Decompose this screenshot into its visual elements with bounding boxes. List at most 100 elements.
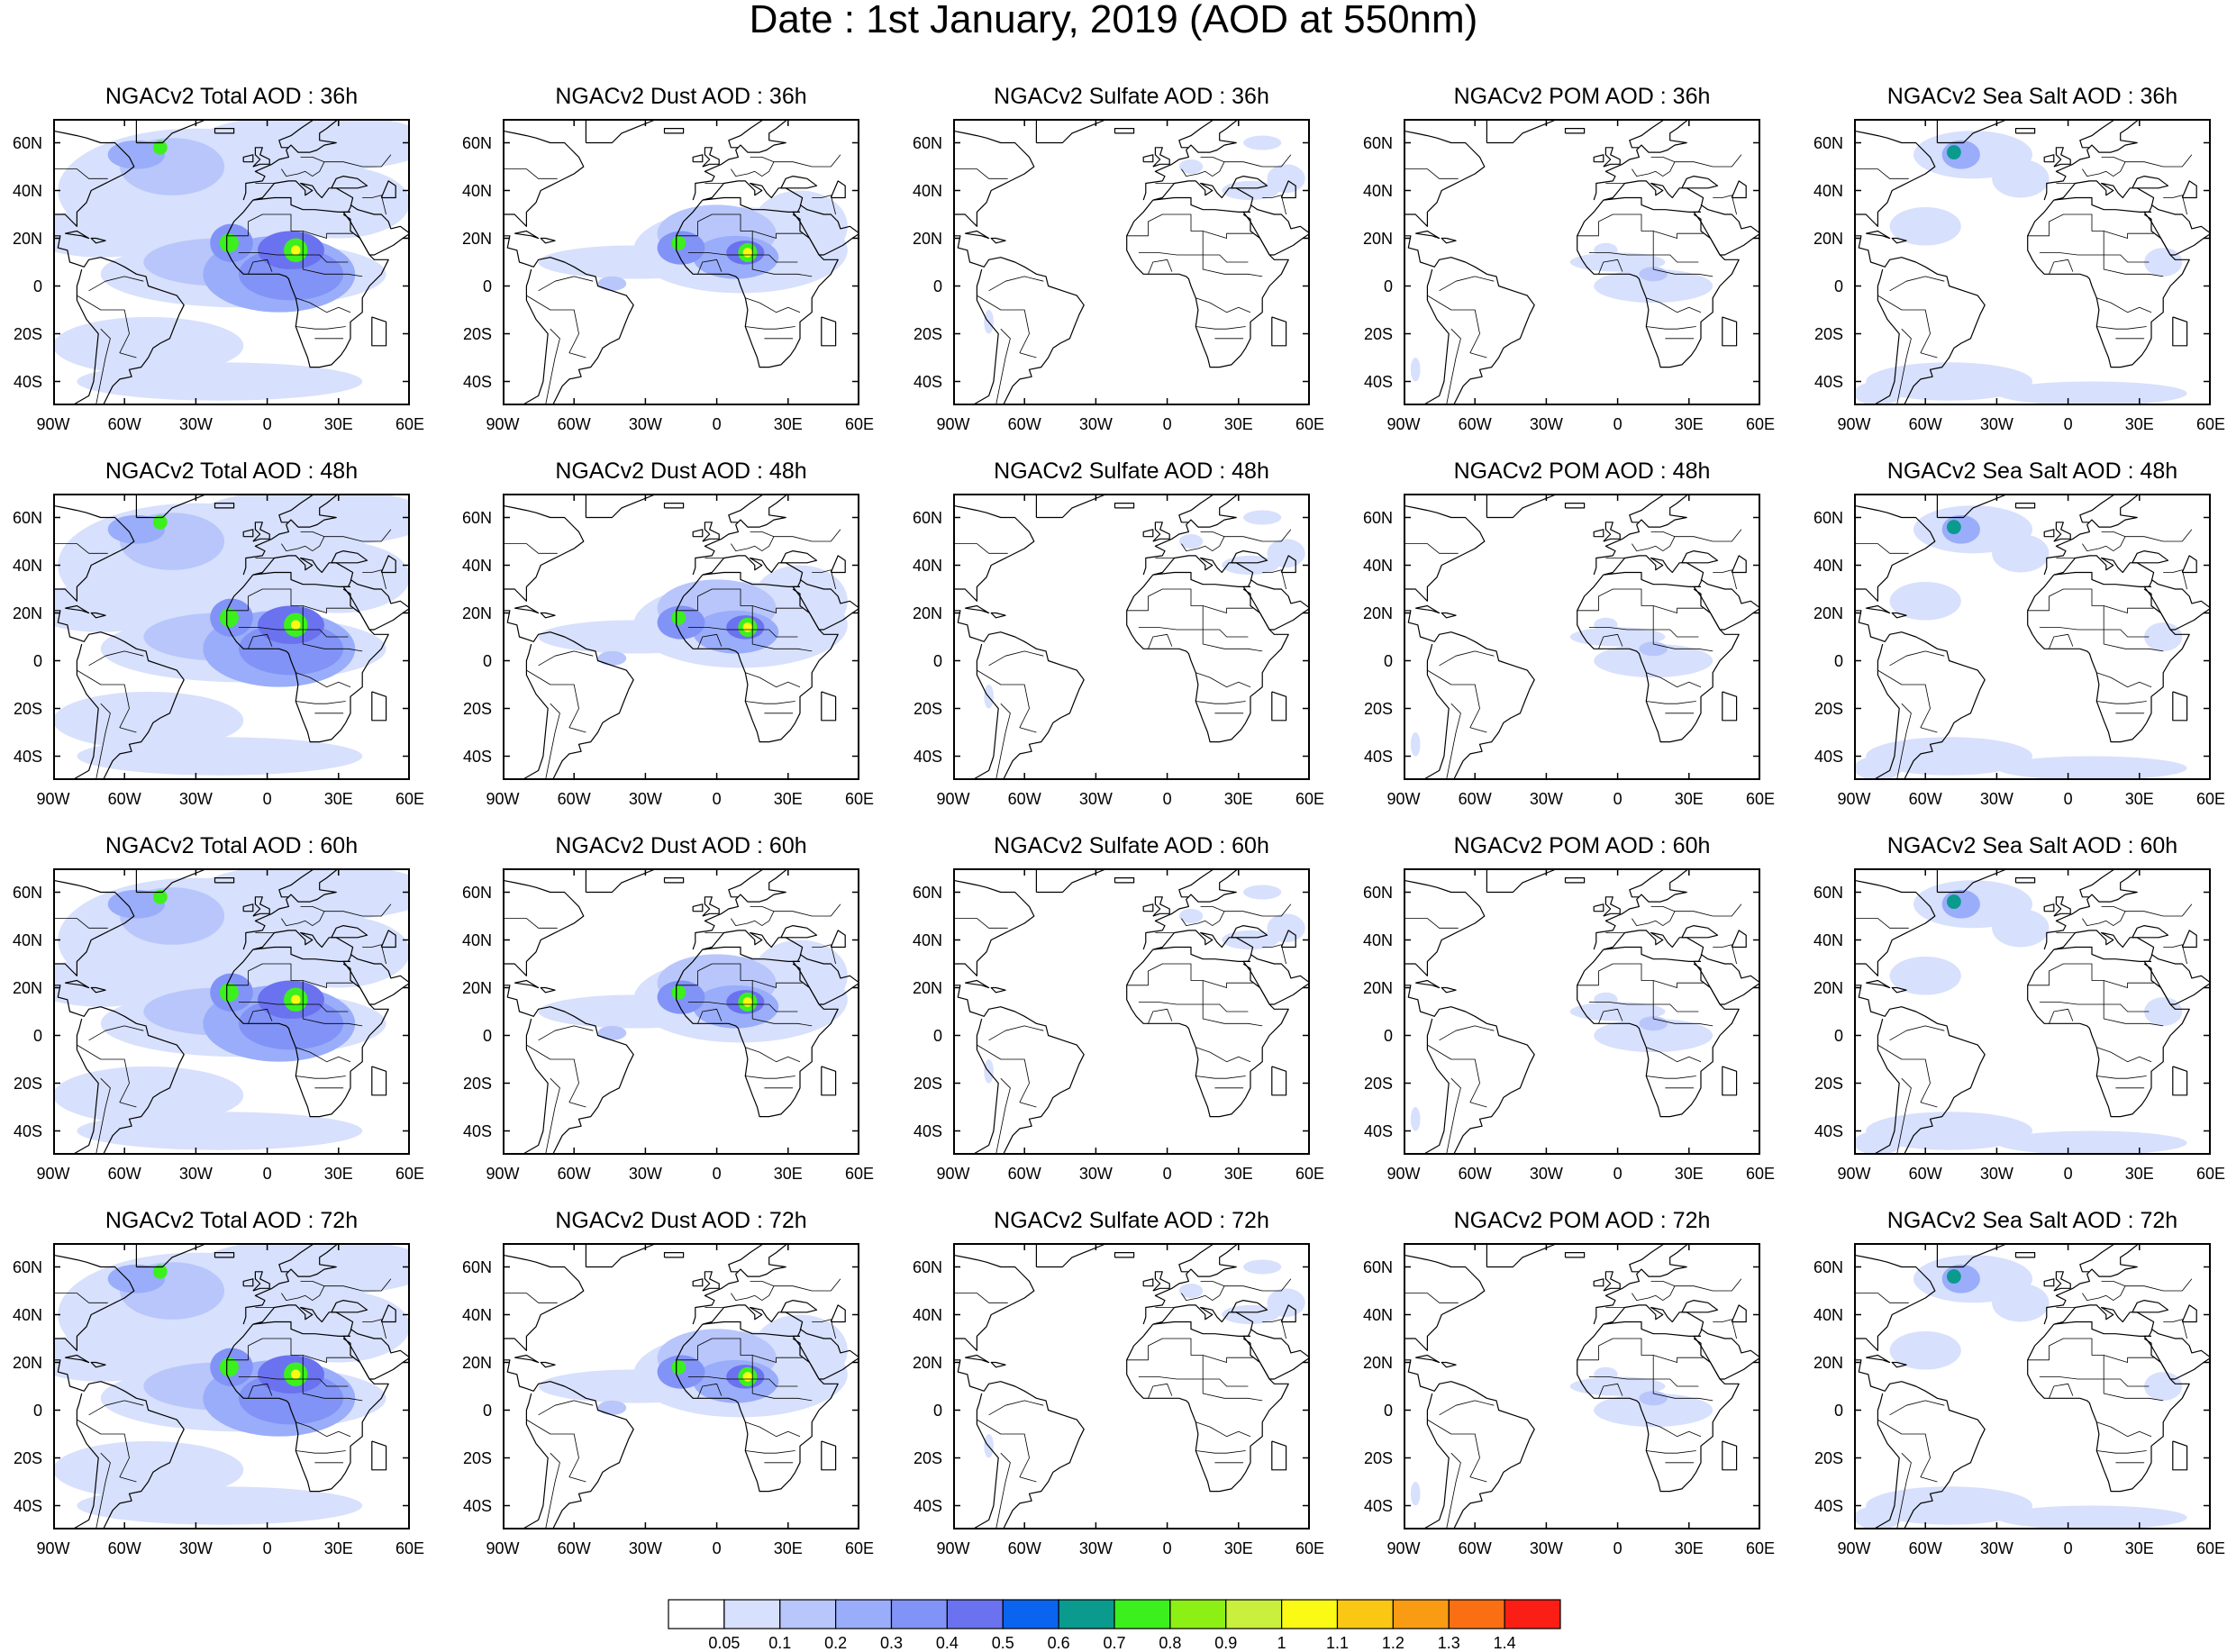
aod-field-region	[1243, 510, 1282, 525]
lat-tick-label: 40S	[1363, 1121, 1393, 1140]
coastline	[1577, 1323, 1740, 1493]
country-border	[1439, 276, 1495, 292]
aod-map-panel	[1854, 494, 2211, 780]
country-border	[2049, 259, 2074, 275]
country-border	[745, 1047, 801, 1063]
coastline	[226, 199, 389, 368]
lat-tick-label: 20S	[913, 699, 942, 718]
lat-tick-label: 0	[32, 1401, 42, 1420]
lat-tick-label: 40N	[912, 556, 942, 575]
country-border	[2027, 588, 2154, 613]
lon-tick-label: 30E	[2124, 1539, 2154, 1557]
lat-tick-label: 40N	[1813, 556, 1843, 575]
coastline	[2014, 877, 2036, 884]
country-border	[545, 1077, 560, 1155]
lon-tick-label: 30E	[1674, 1539, 1704, 1557]
coastline	[676, 1323, 839, 1493]
aod-field-region	[1889, 582, 1961, 621]
coastline	[1936, 494, 2010, 519]
lon-tick-label: 30W	[1529, 1165, 1563, 1183]
country-border	[1675, 1278, 1742, 1292]
country-border	[1675, 903, 1742, 917]
coastline	[1872, 643, 1900, 780]
country-border	[697, 259, 723, 275]
country-border	[1138, 251, 1249, 263]
lat-tick-label: 20N	[461, 604, 492, 622]
coastline	[1872, 1393, 1900, 1529]
aod-field-region	[742, 622, 753, 632]
coastline	[965, 230, 990, 240]
lon-tick-label: 60W	[1908, 1539, 1942, 1557]
lat-tick-label: 0	[932, 1026, 942, 1045]
coastline	[953, 130, 1035, 227]
coastline	[2132, 175, 2169, 189]
coastline	[1242, 953, 1310, 1005]
map-frame	[1854, 1243, 2211, 1529]
lon-tick-label: 60E	[844, 790, 875, 808]
country-border	[1195, 672, 1251, 688]
country-border	[1439, 1025, 1495, 1041]
coastline	[1231, 924, 1268, 939]
lat-tick-label: 60N	[1362, 133, 1393, 152]
country-border	[295, 1076, 346, 1079]
lat-tick-label: 60N	[912, 508, 942, 527]
colorbar-label: 0.05	[708, 1634, 741, 1652]
aod-field-region	[195, 868, 410, 921]
coastline	[514, 604, 540, 614]
coastline	[1936, 1243, 2010, 1268]
lon-tick-label: 30W	[178, 415, 213, 433]
coastline	[1854, 879, 1936, 976]
coastline	[331, 549, 368, 564]
coastline	[702, 555, 804, 588]
country-border	[812, 1319, 836, 1339]
aod-field-region	[2144, 248, 2183, 277]
country-border	[503, 918, 558, 929]
lat-tick-label: 20S	[1363, 1448, 1393, 1467]
lon-tick-label: 0	[1162, 415, 1172, 433]
coastline	[2181, 180, 2197, 199]
country-border	[2096, 1076, 2147, 1079]
country-border	[687, 1375, 798, 1387]
colorbar-swatch	[890, 1599, 948, 1629]
aod-map-panel	[953, 119, 1310, 405]
country-border	[697, 633, 723, 649]
aod-map-panel	[53, 494, 410, 780]
colorbar-swatch	[1002, 1599, 1059, 1629]
coastline	[953, 879, 1035, 976]
country-border	[526, 295, 586, 359]
coastline	[1441, 1361, 1457, 1368]
country-border	[731, 531, 775, 551]
coastline	[1441, 986, 1457, 994]
coastline	[1872, 1018, 1900, 1155]
lat-tick-label: 20S	[462, 1448, 492, 1467]
lat-tick-label: 60N	[12, 1257, 42, 1276]
coastline	[503, 235, 634, 405]
aod-field-region	[1410, 732, 1421, 757]
country-border	[1138, 1375, 1249, 1387]
aod-map-panel	[503, 1243, 859, 1529]
lat-tick-label: 0	[932, 277, 942, 295]
coastline	[1231, 1299, 1268, 1313]
coastline	[702, 896, 720, 917]
panel-title: NGACv2 Sulfate AOD : 72h	[994, 1208, 1269, 1233]
coastline	[2027, 199, 2190, 368]
lon-tick-label: 0	[1162, 1165, 1172, 1183]
coastline	[1404, 610, 1535, 780]
country-border	[95, 1077, 111, 1155]
colorbar-label: 1.1	[1325, 1634, 1350, 1652]
country-border	[1877, 1419, 1938, 1483]
colorbar-label: 0.8	[1159, 1634, 1182, 1652]
coastline	[1603, 555, 1704, 588]
coastline	[1593, 868, 1690, 950]
lat-tick-label: 20S	[13, 1074, 42, 1093]
coastline	[53, 985, 185, 1155]
coastline	[2014, 503, 2036, 509]
lon-tick-label: 90W	[486, 1165, 520, 1183]
coastline	[1854, 235, 1986, 405]
country-border	[1195, 1450, 1246, 1454]
colorbar-swatch	[1114, 1599, 1171, 1629]
aod-field-region	[77, 737, 363, 776]
lon-tick-label: 60W	[1007, 1165, 1041, 1183]
country-border	[988, 1400, 1044, 1416]
lon-tick-label: 30E	[1223, 1165, 1253, 1183]
